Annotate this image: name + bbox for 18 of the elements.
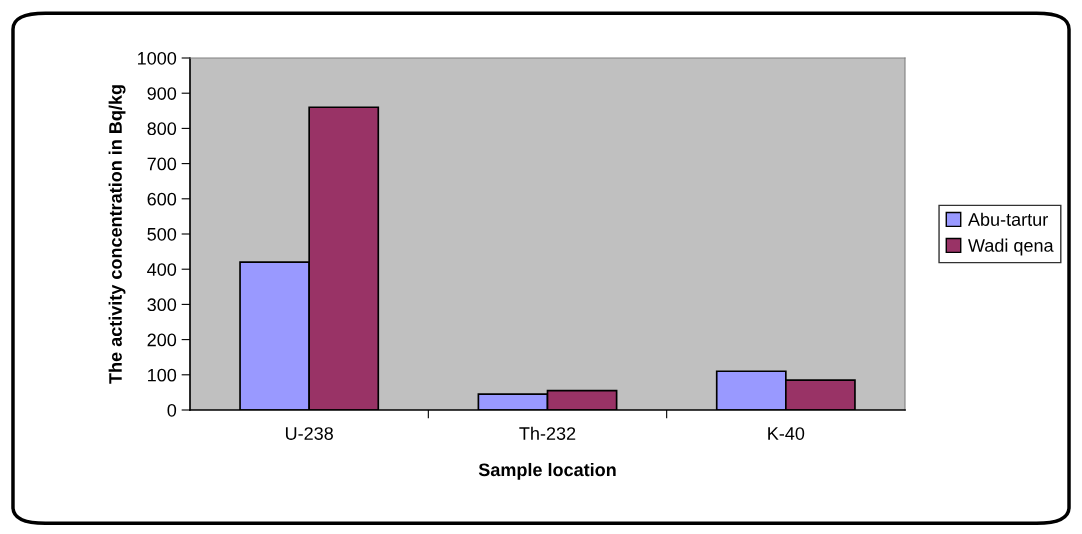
x-tick-label: Th-232	[519, 426, 576, 440]
y-tick-label: 300	[147, 298, 177, 312]
y-tick-label: 700	[147, 157, 177, 171]
x-axis-title: Sample location	[478, 462, 616, 480]
y-tick-label: 200	[147, 333, 177, 347]
y-tick-label: 500	[147, 227, 177, 241]
legend-label: Abu-tartur	[967, 212, 1048, 226]
y-tick-label: 0	[167, 403, 177, 417]
y-tick-label: 600	[147, 192, 177, 206]
y-tick-label: 100	[148, 368, 177, 382]
legend-label: Wadi qena	[968, 238, 1054, 256]
y-tick-label: 1000	[138, 51, 177, 65]
y-tick-label: 900	[147, 87, 177, 100]
x-tick-label: K-40	[768, 427, 805, 440]
x-tick-label: U-238	[285, 427, 333, 440]
y-tick-label: 400	[147, 263, 177, 276]
y-tick-label: 800	[147, 122, 177, 136]
y-axis-title: The activity concentration in Bq/kg	[108, 85, 126, 384]
